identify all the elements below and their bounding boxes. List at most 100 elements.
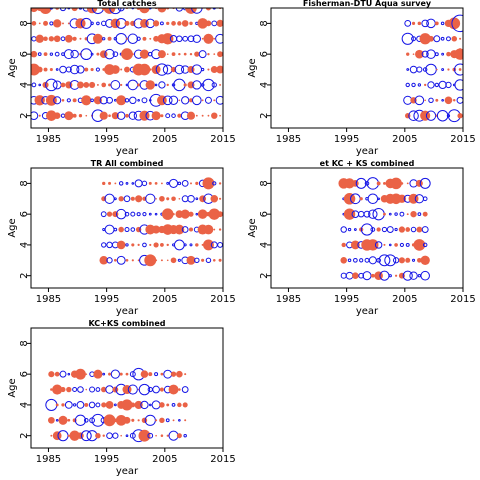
bubble-point xyxy=(148,372,153,377)
bubble-point xyxy=(160,434,164,437)
bubble-point xyxy=(195,114,198,117)
bubble-point xyxy=(171,52,176,57)
bubble-point xyxy=(367,193,379,205)
y-tick-label: 4 xyxy=(259,82,270,88)
bubble-point xyxy=(155,419,158,422)
bubble-point xyxy=(125,258,129,262)
bubble-point xyxy=(124,20,130,26)
bubble-point xyxy=(409,271,418,280)
bubble-point xyxy=(158,81,166,89)
bubble-point xyxy=(116,95,127,106)
bubble-point xyxy=(166,434,169,437)
bubble-point xyxy=(181,226,189,233)
bubble-point xyxy=(149,68,152,71)
bubble-point xyxy=(182,402,188,408)
bubble-point xyxy=(383,181,386,185)
bubble-point xyxy=(409,65,418,74)
bubble-point xyxy=(55,68,59,71)
bubble-point xyxy=(453,63,463,76)
bubble-point xyxy=(154,372,159,377)
bubble-point xyxy=(414,95,425,106)
bubble-point xyxy=(195,243,199,247)
bubble-point xyxy=(110,369,120,379)
bubble-point xyxy=(440,21,445,26)
bubble-point xyxy=(83,81,90,88)
y-tick-label: 2 xyxy=(19,273,30,279)
bubble-point xyxy=(45,94,57,106)
bubble-point xyxy=(446,36,451,42)
bubble-point xyxy=(360,223,374,236)
bubble-point xyxy=(445,81,452,89)
bubble-point xyxy=(425,110,437,121)
bubble-point xyxy=(89,386,96,393)
bubble-point xyxy=(113,227,118,232)
bubble-point xyxy=(99,256,108,265)
bubble-point xyxy=(131,53,134,56)
bubble-point xyxy=(416,66,423,73)
bubble-point xyxy=(116,111,126,120)
y-tick-label: 4 xyxy=(19,82,30,88)
bubble-point xyxy=(125,37,129,40)
bubble-point xyxy=(77,432,84,440)
bubble-point xyxy=(55,419,59,422)
bubble-point xyxy=(59,370,67,378)
bubble-point xyxy=(178,418,181,422)
bubble-point xyxy=(208,208,220,220)
bubble-point xyxy=(218,258,222,262)
bubble-point xyxy=(90,21,94,26)
bubble-point xyxy=(176,433,182,439)
bubble-point xyxy=(127,384,138,395)
bubble-point xyxy=(187,35,195,43)
bubble-point xyxy=(131,243,135,247)
bubble-point xyxy=(157,8,167,13)
bubble-point xyxy=(343,193,356,205)
bubble-point xyxy=(198,50,207,59)
bubble-point xyxy=(438,80,447,90)
y-tick-label: 6 xyxy=(19,211,30,217)
bubble-point xyxy=(175,8,184,12)
bubble-point xyxy=(166,21,170,26)
bubble-point xyxy=(441,98,444,102)
bubble-point xyxy=(191,8,203,14)
bubble-point xyxy=(157,50,166,59)
bubble-point xyxy=(38,83,42,87)
bubble-point xyxy=(405,257,411,263)
bubble-point xyxy=(376,257,381,263)
bubble-point xyxy=(160,114,164,118)
x-tick-label: 2005 xyxy=(392,294,417,305)
bubble-point xyxy=(31,8,38,13)
bubble-point xyxy=(160,372,164,376)
bubble-point xyxy=(352,180,359,187)
bubble-point xyxy=(434,52,439,57)
bubble-point xyxy=(434,82,439,88)
bubble-point xyxy=(166,259,169,262)
bubble-point xyxy=(171,21,176,26)
bubble-point xyxy=(113,98,117,102)
x-tick-label: 2015 xyxy=(450,134,475,145)
bubble-point xyxy=(219,114,221,117)
bubble-point xyxy=(67,434,70,437)
bubble-point xyxy=(436,109,449,122)
bubble-point xyxy=(60,386,66,393)
bubble-point xyxy=(122,385,132,395)
bubble-point xyxy=(149,37,152,40)
bubble-point xyxy=(81,95,92,106)
bubble-point xyxy=(113,37,118,41)
bubble-point xyxy=(386,226,394,233)
bubble-point xyxy=(31,111,39,121)
bubble-point xyxy=(99,111,108,120)
bubble-point xyxy=(195,181,199,185)
bubble-point xyxy=(142,212,147,217)
bubble-point xyxy=(456,96,463,104)
bubble-point xyxy=(201,37,204,40)
bubble-point xyxy=(184,419,187,422)
bubble-point xyxy=(67,418,71,422)
bubble-point xyxy=(131,8,135,10)
bubble-point xyxy=(95,387,101,392)
bubble-point xyxy=(218,228,222,231)
bubble-point xyxy=(383,212,386,216)
bubble-point xyxy=(411,258,416,262)
bubble-point xyxy=(59,8,67,12)
bubble-point xyxy=(197,209,208,219)
bubble-point xyxy=(159,417,165,424)
